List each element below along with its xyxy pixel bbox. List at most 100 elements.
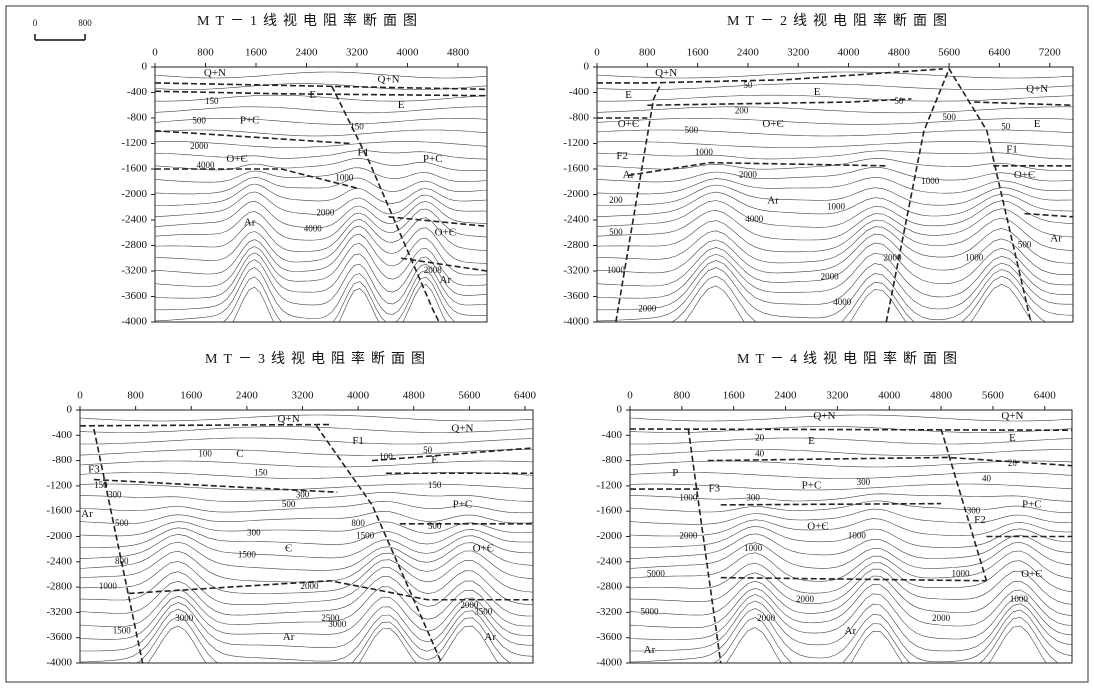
formation-label: P+C — [240, 115, 260, 127]
contours — [630, 414, 1072, 663]
boundary-line — [315, 425, 443, 663]
y-tick-label: -3600 — [596, 631, 622, 643]
contour-line — [80, 541, 533, 571]
contour-line — [597, 129, 1073, 137]
formation-label: P+C — [802, 479, 822, 491]
contour-line — [80, 449, 533, 456]
contours — [80, 414, 533, 663]
contour-label: 1000 — [679, 493, 698, 503]
formation-label: E — [431, 454, 438, 466]
contour-line — [80, 586, 533, 628]
contour-label: 2008 — [424, 265, 443, 275]
boundary-line — [128, 579, 533, 601]
boundary-line — [720, 502, 942, 506]
chart-title: MT－1线视电阻率断面图 — [197, 12, 423, 29]
contour-line — [80, 472, 533, 479]
y-tick-label: -800 — [127, 112, 148, 124]
y-tick-label: 0 — [617, 404, 623, 416]
y-tick-label: -2400 — [596, 555, 622, 567]
y-tick-label: -4000 — [596, 657, 622, 669]
chart-title: MT－3线视电阻率断面图 — [205, 350, 431, 367]
contour-line — [597, 106, 1073, 114]
x-tick-label: 3200 — [292, 390, 315, 402]
x-tick-label: 800 — [127, 390, 144, 402]
x-tick-label: 0 — [77, 390, 83, 402]
contour-line — [597, 260, 1073, 311]
formation-label: Ar — [244, 217, 256, 229]
contour-line — [80, 426, 533, 433]
boundary-line — [687, 428, 722, 663]
contour-label: 500 — [685, 125, 699, 135]
contour-line — [80, 550, 533, 583]
y-tick-label: -2400 — [46, 555, 72, 567]
contour-label: 500 — [609, 227, 623, 237]
formation-label: O+Є — [618, 118, 639, 130]
y-tick-label: 0 — [67, 404, 73, 416]
contour-line — [630, 508, 1072, 525]
y-tick-label: -400 — [569, 86, 590, 98]
contour-label: 150 — [428, 480, 442, 490]
contour-line — [630, 493, 1072, 502]
contour-line — [684, 283, 1033, 322]
contour-line — [80, 567, 533, 606]
y-tick-label: -2800 — [121, 239, 147, 251]
formation-label: C — [236, 448, 243, 460]
contour-line — [597, 217, 1073, 253]
contour-label: 500 — [942, 112, 956, 122]
contour-label: 40 — [755, 448, 765, 458]
contour-label: 1000 — [921, 176, 940, 186]
contour-line — [155, 129, 487, 137]
y-tick-label: -2000 — [46, 530, 72, 542]
formation-label: O+Є — [807, 521, 828, 533]
scale-label: 0 — [33, 18, 38, 28]
x-tick-label: 5600 — [938, 47, 961, 59]
contour-label: 200 — [609, 195, 623, 205]
contour-label: 4000 — [304, 224, 323, 234]
panel: MT－1线视电阻率断面图 0 800 1600 2400 3200 4000 4800 0 -40… — [121, 12, 488, 328]
formation-label: O+Є — [226, 153, 247, 165]
formation-label: Q+N — [451, 423, 473, 435]
contour-line — [155, 106, 487, 114]
y-tick-label: -2000 — [121, 188, 147, 200]
scale-label: 800 — [78, 18, 92, 28]
y-tick-label: -2800 — [563, 239, 589, 251]
contour-line — [155, 208, 487, 241]
contour-label: 150 — [254, 467, 268, 477]
formation-label: E — [1034, 118, 1041, 130]
formation-label: F2 — [974, 514, 986, 526]
contour-label: 1500 — [356, 531, 375, 541]
contour-label: 1000 — [695, 147, 714, 157]
x-tick-label: 0 — [627, 390, 633, 402]
contour-label: 1000 — [744, 543, 763, 553]
x-tick-label: 6400 — [514, 390, 537, 402]
contour-label: 50 — [423, 445, 433, 455]
y-tick-label: -400 — [602, 429, 623, 441]
contour-label: 20 — [1008, 458, 1018, 468]
contour-line — [80, 437, 533, 445]
panel: MT－3线视电阻率断面图 0 800 1600 2400 3200 4000 4800 5600… — [46, 350, 537, 668]
contour-label: 2000 — [190, 141, 209, 151]
formation-label: E — [808, 435, 815, 447]
x-tick-label: 1600 — [723, 390, 746, 402]
y-tick-label: -2800 — [596, 581, 622, 593]
contour-line — [155, 167, 487, 183]
boundary-line — [388, 216, 487, 228]
formation-label: Є — [285, 543, 292, 555]
contour-line — [155, 118, 487, 125]
y-tick-label: -1600 — [596, 505, 622, 517]
contour-label: 2000 — [638, 303, 657, 313]
contour-line — [80, 500, 533, 514]
contour-line — [80, 602, 533, 652]
x-tick-label: 6400 — [988, 47, 1011, 59]
contour-line — [630, 593, 1072, 640]
boundary-line — [1024, 212, 1073, 218]
contour-label: 2000 — [460, 600, 479, 610]
contour-label: 3000 — [175, 613, 194, 623]
y-tick-label: -4000 — [563, 316, 589, 328]
y-tick-label: -1600 — [46, 505, 72, 517]
contour-line — [630, 608, 1072, 663]
contour-line — [597, 242, 1073, 287]
contour-label: 500 — [115, 518, 129, 528]
figure-border — [5, 5, 1089, 683]
